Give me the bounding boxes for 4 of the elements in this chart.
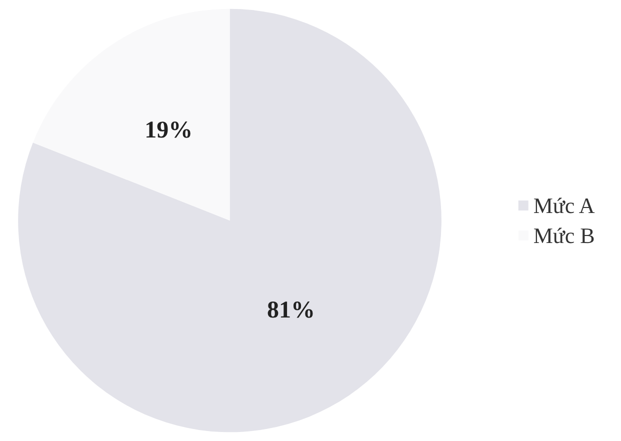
- data-label: 19%: [144, 117, 193, 144]
- legend-label: Mức A: [533, 193, 595, 218]
- data-label: 81%: [266, 298, 315, 324]
- legend-label: Mức B: [533, 223, 595, 248]
